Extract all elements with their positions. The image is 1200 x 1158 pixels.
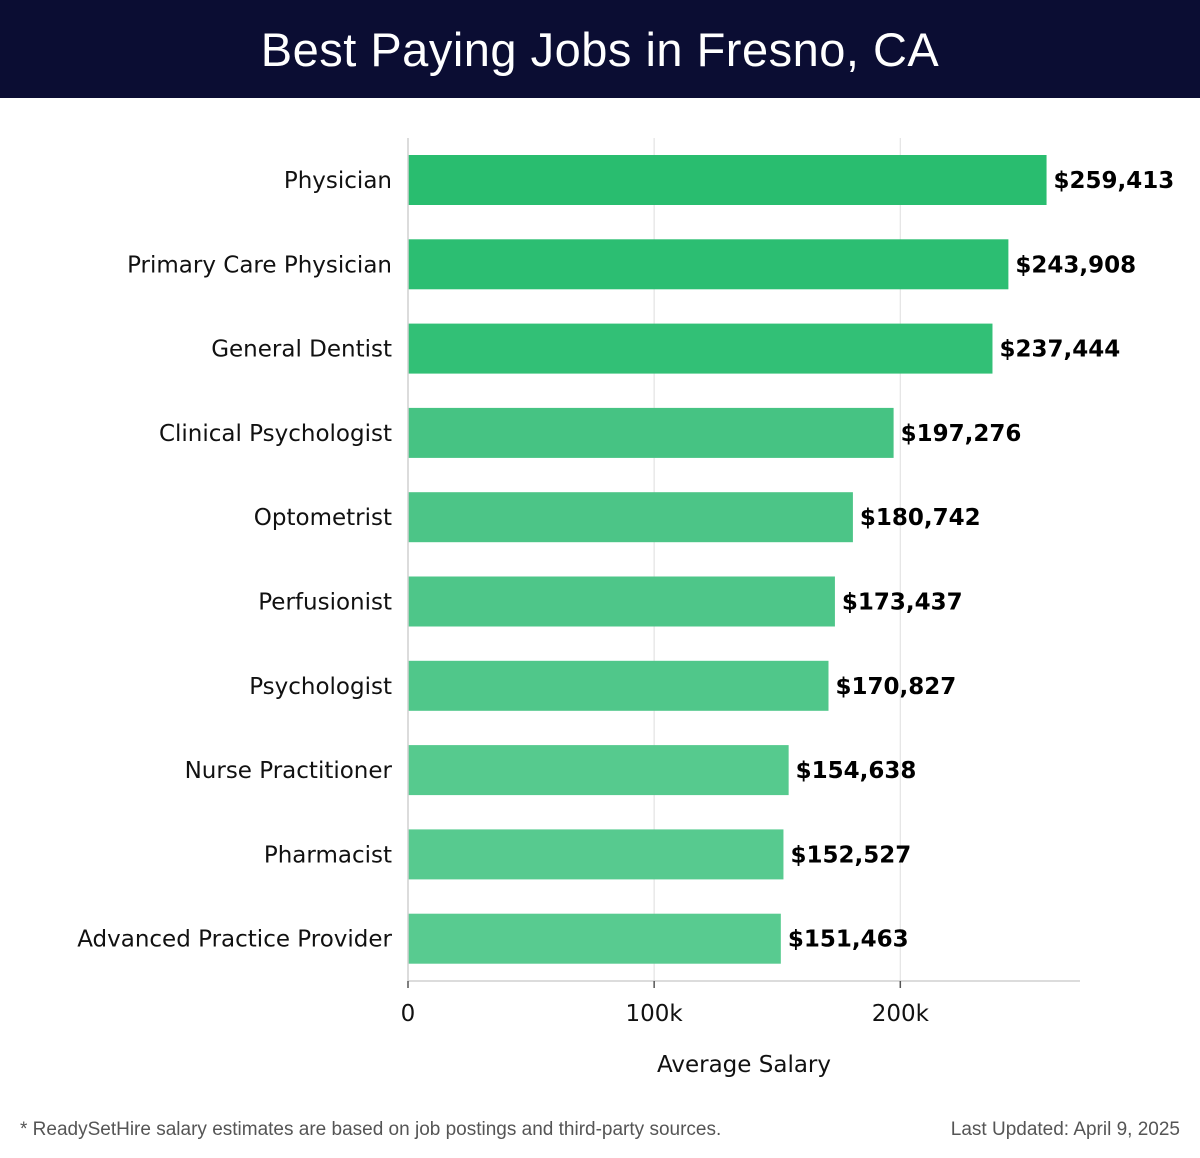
value-label: $154,638 [796,758,917,784]
category-label: Perfusionist [258,590,392,616]
bar-10 [408,913,781,964]
category-label: General Dentist [211,337,392,363]
x-tick-label: 200k [872,1001,930,1027]
bar-4 [408,407,894,458]
x-tick-label: 100k [626,1001,684,1027]
bar-3 [408,323,993,374]
bar-6 [408,576,835,627]
category-label: Advanced Practice Provider [77,927,392,953]
value-label: $152,527 [790,842,911,868]
value-label: $173,437 [842,590,963,616]
chart-header: Best Paying Jobs in Fresno, CA [0,0,1200,98]
bar-2 [408,239,1009,290]
bar-5 [408,492,853,543]
category-label: Psychologist [249,674,392,700]
category-label: Clinical Psychologist [159,421,392,447]
category-label: Nurse Practitioner [185,758,393,784]
value-label: $243,908 [1015,252,1136,278]
value-label: $180,742 [860,505,981,531]
bar-chart: Physician $259,413 Primary Care Physician $… [77,138,1175,1078]
page-title: Best Paying Jobs in Fresno, CA [260,22,940,76]
footer-note: * ReadySetHire salary estimates are base… [20,1119,722,1140]
bar-1 [408,155,1047,205]
bar-8 [408,745,789,796]
last-updated: Last Updated: April 9, 2025 [950,1119,1180,1140]
bar-9 [408,829,784,880]
category-label: Optometrist [254,505,392,531]
value-label: $197,276 [901,421,1022,447]
value-label: $151,463 [788,927,909,953]
x-axis-title: Average Salary [657,1052,831,1078]
value-label: $237,444 [999,337,1120,363]
value-label: $170,827 [835,674,956,700]
bar-7 [408,660,829,711]
category-label: Pharmacist [264,842,392,868]
category-label: Primary Care Physician [127,252,392,278]
value-label: $259,413 [1054,168,1175,194]
category-label: Physician [284,168,392,194]
x-tick-label: 0 [401,1001,416,1027]
